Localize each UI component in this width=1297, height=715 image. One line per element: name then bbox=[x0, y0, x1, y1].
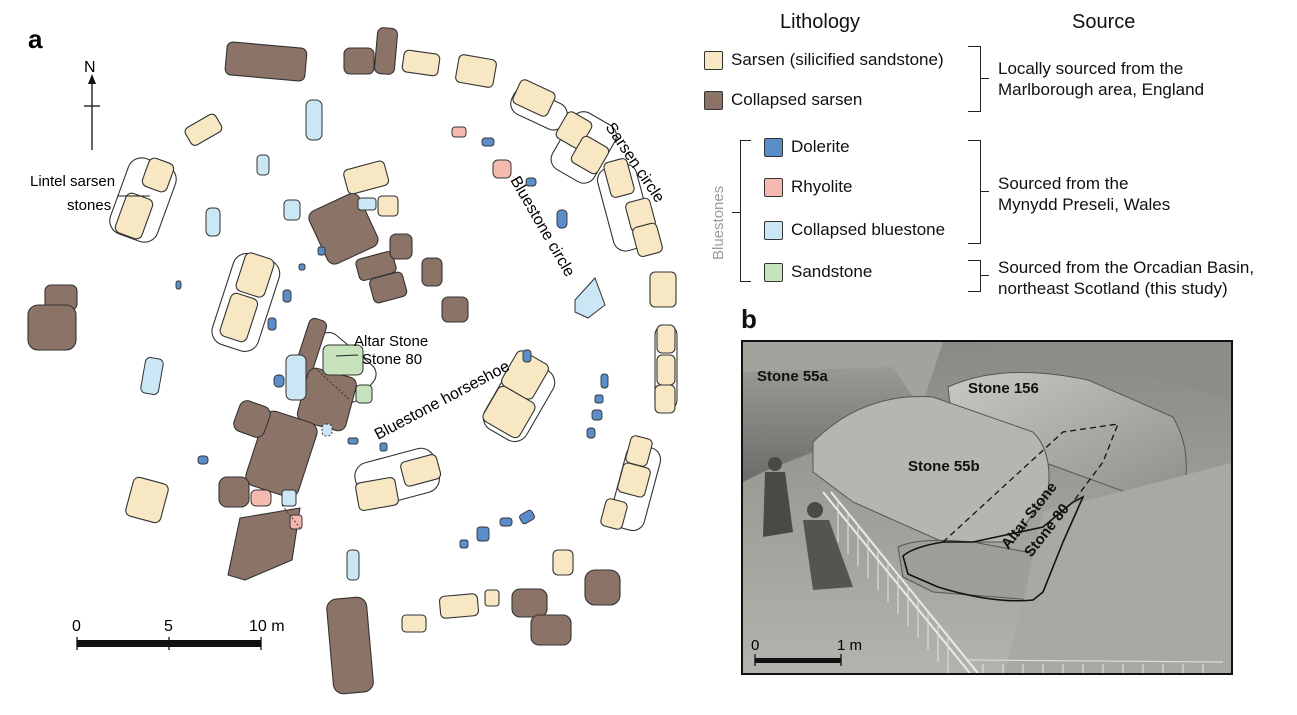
lintel-label: Lintel sarsen stones bbox=[30, 173, 119, 214]
source-orcadian-line2: northeast Scotland (this study) bbox=[998, 279, 1228, 298]
scale-bar: 0 5 10 m bbox=[72, 618, 285, 650]
lithology-header: Lithology bbox=[780, 11, 861, 33]
photo-scale-tick-0: 0 bbox=[751, 637, 759, 654]
legend-label-collapsed-sarsen: Collapsed sarsen bbox=[731, 90, 863, 109]
legend-label-collapsed-bluestone: Collapsed bluestone bbox=[791, 220, 946, 239]
scale-tick-10: 10 m bbox=[249, 618, 285, 635]
legend-item-dolerite: Dolerite bbox=[764, 137, 850, 157]
collapsed-sarsen-swatch bbox=[704, 90, 723, 110]
stone-55a-label: Stone 55a bbox=[757, 368, 828, 385]
altar-stone-label: Altar Stone Stone 80 bbox=[354, 333, 432, 368]
bracket-preseli-source bbox=[968, 140, 981, 244]
bluestones-bracket bbox=[740, 140, 751, 282]
source-orcadian: Sourced from the Orcadian Basin, northea… bbox=[998, 257, 1254, 299]
bracket-orcadian-source bbox=[968, 260, 981, 292]
legend-label-dolerite: Dolerite bbox=[791, 137, 850, 156]
legend-item-collapsed-bluestone: Collapsed bluestone bbox=[764, 220, 945, 240]
legend-label-rhyolite: Rhyolite bbox=[791, 177, 853, 196]
bluestones-group-label: Bluestones bbox=[710, 185, 727, 260]
stone-156-label: Stone 156 bbox=[968, 380, 1039, 397]
source-orcadian-line1: Sourced from the Orcadian Basin, bbox=[998, 258, 1255, 277]
bracket-sarsen-source bbox=[968, 46, 981, 112]
legend-label-sarsen: Sarsen (silicified sandstone) bbox=[731, 50, 944, 69]
source-local-line2: Marlborough area, England bbox=[998, 80, 1205, 99]
source-preseli: Sourced from the Mynydd Preseli, Wales bbox=[998, 173, 1170, 215]
panel-a-letter: a bbox=[28, 24, 43, 54]
altar-label-line2: Stone 80 bbox=[362, 351, 422, 368]
legend: Lithology Source Sarsen (silicified sand… bbox=[700, 0, 1297, 320]
bluestone-circle-label: Bluestone circle bbox=[507, 174, 578, 280]
stone-55b-label: Stone 55b bbox=[908, 458, 980, 475]
lintel-label-line1: Lintel sarsen bbox=[30, 173, 115, 190]
site-plan: a N bbox=[27, 24, 678, 695]
legend-item-rhyolite: Rhyolite bbox=[764, 177, 852, 197]
collapsed-bluestone-swatch bbox=[764, 220, 783, 240]
altar-stone-photo: 0 1 m Stone 55a Stone 156 Stone 55b Alta… bbox=[741, 340, 1233, 675]
source-preseli-line1: Sourced from the bbox=[998, 174, 1129, 193]
source-header: Source bbox=[1072, 11, 1136, 33]
source-local-line1: Locally sourced from the bbox=[998, 59, 1184, 78]
legend-item-collapsed-sarsen: Collapsed sarsen bbox=[704, 90, 862, 110]
altar-label-line1: Altar Stone bbox=[354, 333, 428, 350]
rhyolite-swatch bbox=[764, 177, 783, 197]
sarsen-swatch bbox=[704, 50, 723, 70]
lintel-label-line2: stones bbox=[67, 197, 111, 214]
north-arrow-icon: N bbox=[84, 59, 100, 150]
dolerite-swatch bbox=[764, 137, 783, 157]
photo-scale-tick-1m: 1 m bbox=[837, 637, 862, 654]
scale-tick-5: 5 bbox=[164, 618, 173, 635]
panel-b-letter: b bbox=[741, 304, 757, 334]
sandstone-swatch bbox=[764, 262, 783, 282]
source-preseli-line2: Mynydd Preseli, Wales bbox=[998, 195, 1171, 214]
scale-tick-0: 0 bbox=[72, 618, 81, 635]
source-local: Locally sourced from the Marlborough are… bbox=[998, 58, 1204, 100]
legend-label-sandstone: Sandstone bbox=[791, 262, 873, 281]
legend-item-sarsen: Sarsen (silicified sandstone) bbox=[704, 50, 944, 70]
north-label: N bbox=[84, 59, 96, 76]
legend-item-sandstone: Sandstone bbox=[764, 262, 872, 282]
